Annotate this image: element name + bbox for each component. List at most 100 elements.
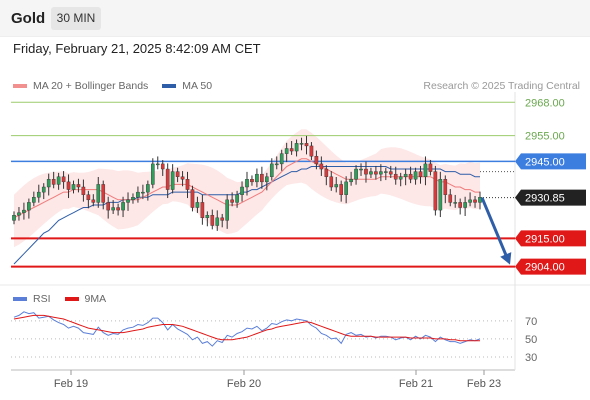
candle-body <box>299 143 304 145</box>
candle <box>61 171 66 189</box>
candle-body <box>309 145 314 157</box>
chart-datetime: Friday, February 21, 2025 8:42:09 AM CET <box>13 41 261 56</box>
candle-body <box>260 173 264 183</box>
candle <box>131 193 135 204</box>
candle-body <box>165 168 170 190</box>
candle-body <box>61 176 66 183</box>
candle-body <box>344 181 348 195</box>
candle <box>344 176 348 204</box>
candle-body <box>190 189 195 208</box>
legend-rsi-swatch <box>13 297 27 301</box>
candle-body <box>349 179 353 183</box>
legend-ma50: MA 50 <box>162 80 212 92</box>
candle <box>458 198 462 215</box>
candle-body <box>96 184 101 203</box>
last-price-label: 2930.85 <box>525 193 565 205</box>
rsi-tick-label-30: 30 <box>525 352 537 364</box>
candle <box>51 171 56 189</box>
candle-body <box>364 168 368 175</box>
candle <box>354 165 358 185</box>
candle <box>269 158 274 181</box>
legend-ma50-swatch <box>162 84 177 88</box>
candle <box>71 180 76 194</box>
rsi-panel: 70 50 30 <box>11 311 537 364</box>
candle-body <box>403 173 408 177</box>
candle-body <box>195 202 200 208</box>
candle-body <box>220 217 225 221</box>
candle-body <box>240 186 244 195</box>
legend-ma20-swatch <box>13 84 27 88</box>
legend-ma50-label: MA 50 <box>182 80 213 92</box>
candle <box>299 137 304 151</box>
candle <box>225 194 229 229</box>
candle-body <box>17 212 21 216</box>
level-label-2968.00: 2968.00 <box>525 97 565 109</box>
legend-9ma: 9MA <box>64 293 107 305</box>
candle-body <box>41 186 46 193</box>
candle-body <box>200 202 205 219</box>
candle-body <box>46 179 51 188</box>
candle-body <box>379 171 383 175</box>
candle <box>250 175 254 186</box>
candle <box>428 160 433 176</box>
candle-body <box>393 173 398 180</box>
candle-body <box>160 163 165 170</box>
candle-body <box>433 171 438 211</box>
candle <box>41 183 46 200</box>
candle <box>235 190 239 208</box>
level-label-2945.00: 2945.00 <box>525 156 565 168</box>
rsi-ma9-line <box>13 314 480 342</box>
candle-body <box>324 168 329 177</box>
candle-body <box>150 163 155 185</box>
symbol-title: Gold <box>11 10 46 27</box>
candle <box>141 184 145 200</box>
candle-body <box>374 171 378 175</box>
candle <box>27 198 31 219</box>
candle-body <box>438 179 443 211</box>
level-tag-2915.00 <box>515 230 586 247</box>
candle <box>468 192 472 207</box>
candle <box>309 142 314 161</box>
candle <box>165 163 170 199</box>
candle <box>12 211 16 225</box>
candle <box>418 165 423 184</box>
candle-body <box>22 209 26 213</box>
candle <box>473 195 477 208</box>
candle <box>66 174 71 199</box>
x-label-Feb-20: Feb 20 <box>227 378 261 390</box>
candle <box>32 191 36 207</box>
candle-body <box>12 215 16 221</box>
legend-ma20: MA 20 + Bollinger Bands <box>13 80 148 92</box>
candle <box>81 179 86 202</box>
x-label-Feb-23: Feb 23 <box>467 378 501 390</box>
candle-body <box>418 171 423 177</box>
candle-body <box>319 163 324 170</box>
legend-9ma-swatch <box>64 297 79 301</box>
candle-body <box>141 191 145 194</box>
candle <box>22 202 26 220</box>
candle-body <box>274 163 279 166</box>
candle <box>160 160 165 176</box>
candle <box>304 135 309 155</box>
candle-body <box>359 168 363 171</box>
candle-body <box>289 148 294 152</box>
candle-body <box>423 163 428 177</box>
candle <box>116 203 120 216</box>
candle <box>408 166 413 184</box>
candle-body <box>56 176 61 185</box>
candle <box>339 180 344 202</box>
legend-9ma-label: 9MA <box>84 293 107 305</box>
candle-body <box>111 207 115 211</box>
candle-body <box>458 202 462 208</box>
candle-body <box>468 199 472 203</box>
candle-body <box>354 168 358 180</box>
candle-body <box>453 202 458 204</box>
candle-body <box>225 199 229 221</box>
candle <box>334 176 339 193</box>
candle <box>175 167 180 183</box>
timeframe-button[interactable]: 30 MIN <box>51 7 101 30</box>
rsi-tick-label-50: 50 <box>525 334 537 346</box>
candle <box>46 173 51 196</box>
x-label-Feb-21: Feb 21 <box>399 378 433 390</box>
candle <box>393 166 398 185</box>
